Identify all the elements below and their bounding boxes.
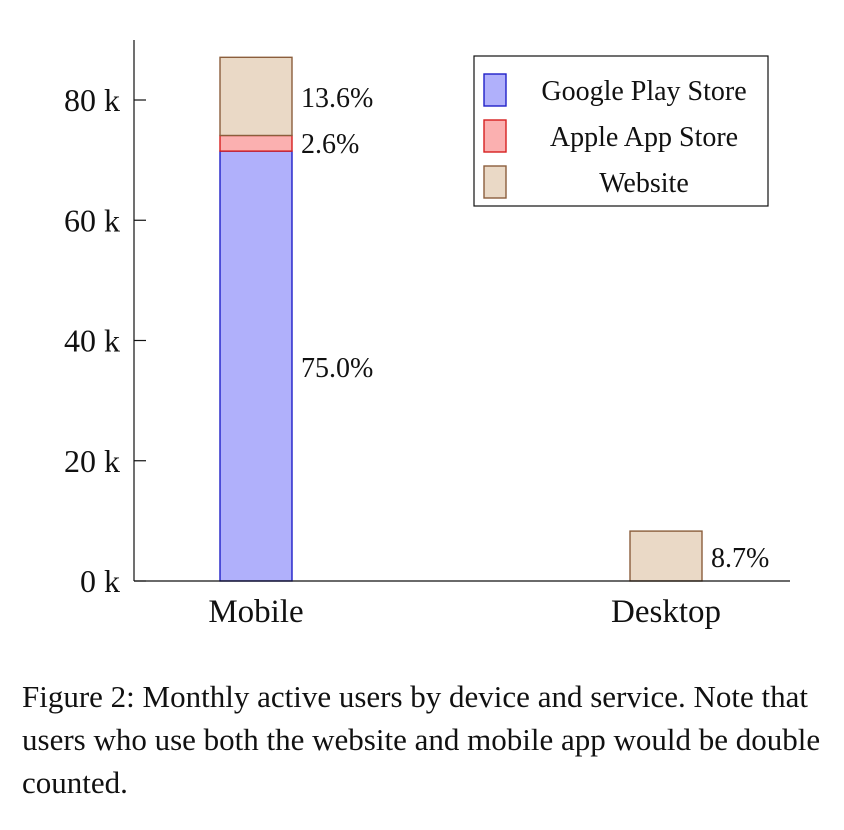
y-tick-label: 20 k [64,443,120,479]
y-tick-label: 60 k [64,202,120,238]
x-category-label: Desktop [611,594,721,630]
legend-swatch [483,119,507,153]
legend-frame [473,55,769,207]
legend-swatch [483,165,507,199]
ticks-layer: 0 k 20 k 40 k 60 k 80 k Mobile Desktop [64,82,721,630]
legend-entry-label: Apple App Store [550,122,738,153]
chart: 0 k 20 k 40 k 60 k 80 k Mobile Desktop 75.0% 2.… [64,40,790,630]
data-label: 75.0% [301,353,373,384]
bar-segment [219,150,293,582]
legend-entry-label: Website [599,168,689,199]
bar-segment [219,134,293,152]
axes-layer [133,40,790,582]
legend-swatch [483,73,507,107]
y-tick-label: 40 k [64,323,120,359]
y-tick-label: 0 k [80,563,120,599]
labels-layer: 75.0% 2.6% 13.6% 8.7% [301,83,769,574]
legend: Google Play Store Apple App Store Website [473,55,769,207]
data-label: 13.6% [301,83,373,114]
bar-segment [219,56,293,137]
bars-layer [219,56,703,582]
y-tick-label: 80 k [64,82,120,118]
bar-segment [629,530,703,582]
data-label: 2.6% [301,129,359,160]
legend-entry-label: Google Play Store [541,76,746,107]
x-category-label: Mobile [208,594,303,630]
data-label: 8.7% [711,543,769,574]
figure-caption: Figure 2: Monthly active users by device… [22,679,821,800]
